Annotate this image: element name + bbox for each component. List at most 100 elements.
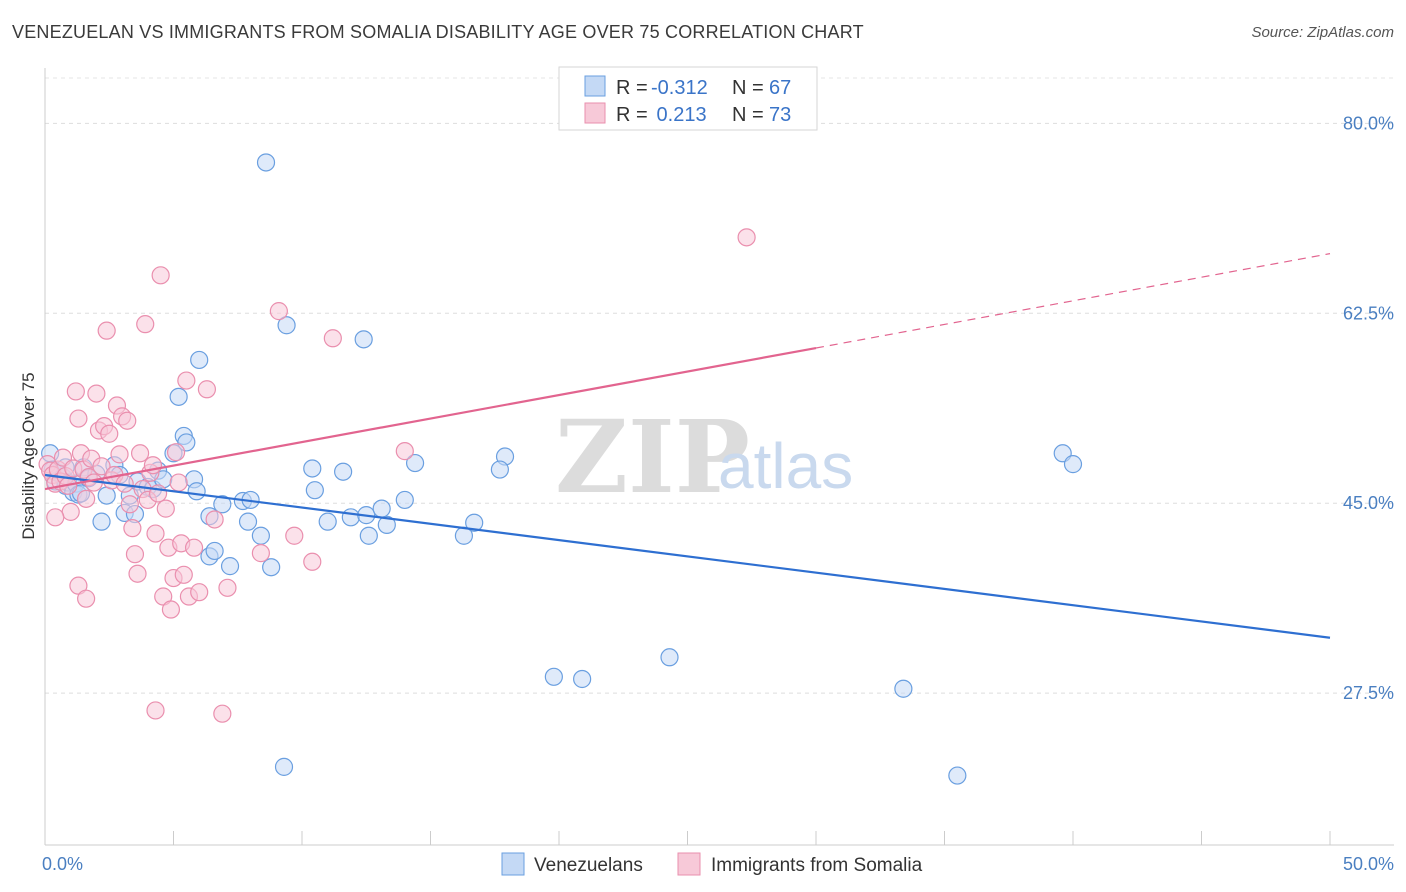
x-axis-ticks [44,831,1331,845]
point-somalia [61,502,80,521]
trend-line-somalia-extension [815,253,1331,349]
point-somalia [184,538,204,557]
point-venezuelans [573,669,592,689]
legend-n-value-0: 67 [769,77,791,99]
point-venezuelans [1063,455,1083,474]
point-somalia [323,329,342,348]
point-somalia [395,442,414,461]
point-somalia [125,545,145,564]
point-somalia [213,704,232,723]
point-somalia [285,526,304,545]
point-venezuelans [341,508,360,527]
legend-n-label-0: N = [732,77,764,99]
point-somalia [100,424,119,443]
point-somalia [161,600,181,619]
bottom-legend-label-venezuelans: Venezuelans [534,855,643,876]
trend-line-venezuelans [44,473,1331,639]
point-somalia [120,495,139,514]
point-somalia [77,489,96,508]
y-tick-label: 80.0% [1343,113,1394,133]
point-somalia [110,445,129,464]
point-venezuelans [251,526,270,545]
bottom-legend-label-somalia: Immigrants from Somalia [711,855,923,876]
point-somalia [197,380,217,399]
point-somalia [251,544,270,563]
point-venezuelans [97,486,116,505]
legend-r-label-0: R = [616,77,648,99]
legend-n-label-1: N = [732,104,764,126]
point-somalia [151,266,170,285]
point-somalia [218,578,237,597]
point-venezuelans [213,495,232,514]
y-tick-label: 27.5% [1343,683,1394,703]
chart-title: VENEZUELAN VS IMMIGRANTS FROM SOMALIA DI… [12,22,864,42]
point-somalia [136,315,155,334]
point-somalia [303,552,322,571]
point-venezuelans [305,481,324,500]
trend-lines [44,253,1331,639]
legend-r-value-0: -0.312 [651,77,708,99]
point-somalia [69,409,88,428]
point-venezuelans [262,558,281,577]
point-somalia [128,564,147,583]
point-venezuelans [490,460,509,479]
point-somalia [123,519,142,538]
point-somalia [166,443,186,462]
point-venezuelans [334,462,353,481]
point-venezuelans [318,512,337,531]
point-venezuelans [187,482,206,501]
series-legend: Venezuelans Immigrants from Somalia [501,852,923,876]
point-somalia [97,321,116,340]
point-somalia [46,508,65,527]
point-venezuelans [894,679,913,698]
legend-swatch-venezuelans [584,75,606,97]
point-venezuelans [544,667,563,686]
point-venezuelans [238,512,258,531]
point-somalia [737,228,756,247]
x-tick-label-min: 0.0% [42,854,83,874]
watermark-atlas: atlas [718,430,853,502]
point-somalia [146,701,165,720]
point-somalia [174,565,193,584]
y-tick-labels: 27.5% 45.0% 62.5% 80.0% [1343,113,1394,703]
point-venezuelans [220,557,240,576]
point-venezuelans [92,512,111,531]
point-venezuelans [169,387,188,406]
watermark-zip: ZIP [555,398,750,516]
point-somalia [169,473,188,492]
point-venezuelans [205,541,224,561]
point-somalia [205,510,224,529]
y-axis-title: Disability Age Over 75 [19,372,38,539]
legend-r-label-1: R = [616,104,648,126]
point-venezuelans [465,513,484,532]
trend-line-somalia [44,346,817,491]
point-somalia [66,382,85,401]
point-venezuelans [405,453,425,473]
legend-swatch-somalia [584,102,606,124]
point-somalia [146,524,165,543]
point-somalia [269,302,288,321]
source-label: Source: ZipAtlas.com [1251,24,1394,41]
point-venezuelans [354,330,373,349]
point-venezuelans [274,757,294,776]
point-somalia [130,444,150,463]
point-somalia [190,583,209,602]
point-somalia [156,499,175,518]
point-somalia [118,411,137,430]
bottom-legend-swatch-venezuelans [501,852,525,876]
point-venezuelans [359,526,378,545]
x-tick-label-max: 50.0% [1343,854,1394,874]
y-tick-label: 62.5% [1343,303,1394,323]
correlation-legend: R = -0.312 N = 67 R = 0.213 N = 73 [558,66,818,131]
point-venezuelans [377,515,396,534]
point-somalia [177,371,196,390]
point-somalia [92,457,111,476]
point-venezuelans [256,153,276,172]
legend-r-value-1: 0.213 [651,104,707,126]
bottom-legend-swatch-somalia [677,852,701,876]
point-venezuelans [660,648,679,667]
grid-lines [45,77,1394,694]
point-venezuelans [395,490,414,510]
point-venezuelans [372,499,391,518]
